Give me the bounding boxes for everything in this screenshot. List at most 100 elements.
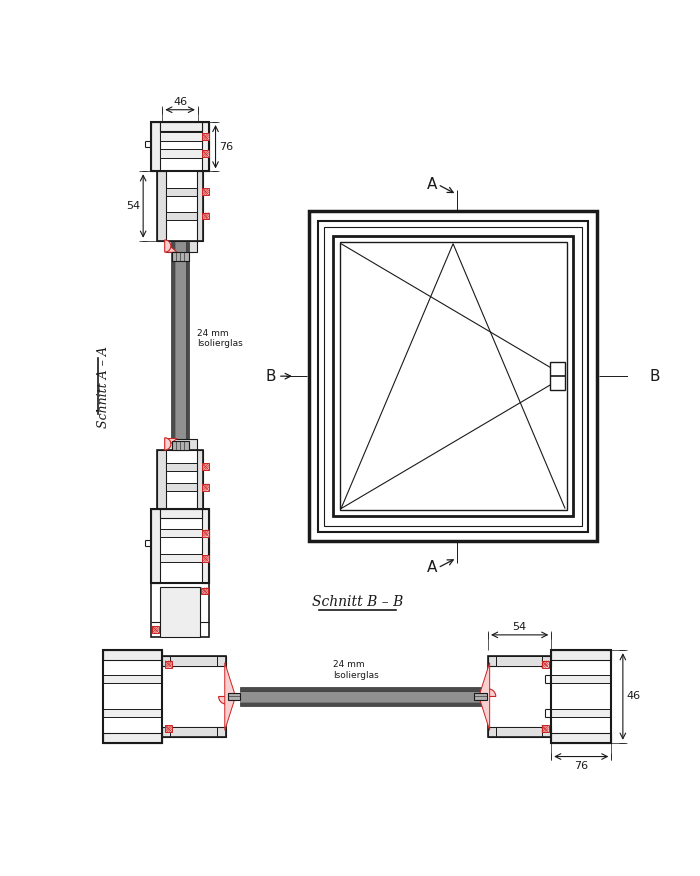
Bar bbox=[340, 242, 567, 510]
Bar bbox=[542, 661, 549, 668]
Bar bbox=[103, 733, 162, 743]
Bar bbox=[240, 702, 488, 706]
Polygon shape bbox=[479, 662, 490, 731]
Bar bbox=[552, 675, 611, 682]
Bar bbox=[157, 450, 203, 509]
Bar bbox=[202, 150, 209, 157]
Bar bbox=[157, 172, 167, 241]
Polygon shape bbox=[167, 243, 177, 252]
Bar bbox=[552, 733, 611, 743]
Wedge shape bbox=[480, 689, 496, 696]
Bar bbox=[167, 241, 197, 252]
Bar bbox=[202, 484, 209, 491]
Bar bbox=[160, 132, 202, 141]
Bar bbox=[162, 656, 226, 737]
Bar bbox=[550, 363, 565, 390]
Bar bbox=[151, 583, 209, 637]
Bar bbox=[160, 149, 202, 158]
Bar bbox=[160, 122, 202, 131]
Text: 54: 54 bbox=[512, 622, 526, 632]
Bar bbox=[103, 650, 162, 660]
Bar bbox=[151, 509, 209, 583]
Bar bbox=[171, 242, 175, 450]
Bar bbox=[167, 439, 197, 450]
Wedge shape bbox=[164, 438, 171, 450]
Text: A: A bbox=[427, 561, 438, 576]
Bar bbox=[552, 650, 611, 743]
Bar bbox=[151, 122, 209, 172]
Bar bbox=[309, 211, 598, 541]
Bar bbox=[197, 450, 203, 509]
Text: 46: 46 bbox=[626, 691, 640, 702]
Bar bbox=[552, 650, 611, 660]
Bar bbox=[103, 650, 162, 743]
Bar bbox=[240, 691, 488, 702]
Text: Schnitt A – A: Schnitt A – A bbox=[97, 346, 110, 427]
Bar bbox=[318, 221, 588, 532]
Bar bbox=[170, 727, 217, 737]
Bar bbox=[160, 554, 202, 562]
Bar bbox=[172, 441, 188, 450]
Bar bbox=[202, 213, 209, 220]
Bar bbox=[157, 172, 203, 241]
Bar bbox=[172, 252, 188, 261]
Text: Schnitt B – B: Schnitt B – B bbox=[312, 595, 403, 609]
Bar bbox=[488, 727, 552, 737]
Bar bbox=[496, 727, 542, 737]
Bar bbox=[496, 656, 542, 666]
Bar bbox=[202, 122, 209, 172]
Bar bbox=[167, 212, 197, 220]
Text: 24 mm
Isolierglas: 24 mm Isolierglas bbox=[333, 661, 379, 680]
Bar bbox=[552, 709, 611, 717]
Bar bbox=[175, 242, 186, 450]
Text: A: A bbox=[427, 177, 438, 192]
Text: B: B bbox=[650, 369, 660, 384]
Bar bbox=[160, 509, 202, 518]
Bar bbox=[151, 122, 160, 172]
Bar bbox=[333, 236, 573, 516]
Bar bbox=[202, 588, 208, 595]
Bar bbox=[197, 172, 203, 241]
Wedge shape bbox=[218, 696, 234, 704]
Bar bbox=[160, 587, 200, 637]
Bar bbox=[228, 693, 240, 700]
Bar bbox=[202, 133, 209, 140]
Bar bbox=[542, 725, 549, 732]
Bar bbox=[157, 450, 167, 509]
Bar bbox=[488, 656, 552, 666]
Bar bbox=[202, 530, 209, 537]
Bar bbox=[160, 528, 202, 537]
Bar bbox=[167, 484, 197, 491]
Bar bbox=[151, 122, 209, 172]
Bar bbox=[151, 509, 209, 583]
Wedge shape bbox=[164, 240, 171, 252]
Bar bbox=[488, 656, 552, 737]
Bar bbox=[202, 463, 209, 470]
Bar bbox=[167, 463, 197, 470]
Bar bbox=[240, 688, 488, 691]
Bar bbox=[103, 709, 162, 717]
Bar bbox=[202, 509, 209, 583]
Bar bbox=[202, 188, 209, 195]
Text: 24 mm
Isolierglas: 24 mm Isolierglas bbox=[197, 328, 243, 348]
Text: 46: 46 bbox=[173, 96, 187, 107]
Bar bbox=[162, 727, 226, 737]
Bar bbox=[202, 555, 209, 562]
Bar bbox=[157, 172, 203, 241]
Bar bbox=[103, 675, 162, 682]
Bar bbox=[167, 187, 197, 195]
Bar bbox=[103, 650, 162, 743]
Bar bbox=[151, 509, 160, 583]
Bar bbox=[162, 656, 226, 737]
Bar bbox=[488, 656, 552, 737]
Bar bbox=[165, 661, 172, 668]
Polygon shape bbox=[225, 662, 235, 731]
Bar bbox=[157, 450, 203, 509]
Bar bbox=[170, 656, 217, 666]
Bar bbox=[324, 227, 582, 526]
Bar bbox=[152, 626, 159, 633]
Text: 76: 76 bbox=[574, 761, 588, 771]
Text: 76: 76 bbox=[218, 142, 232, 152]
Bar bbox=[552, 650, 611, 743]
Bar bbox=[165, 725, 172, 732]
